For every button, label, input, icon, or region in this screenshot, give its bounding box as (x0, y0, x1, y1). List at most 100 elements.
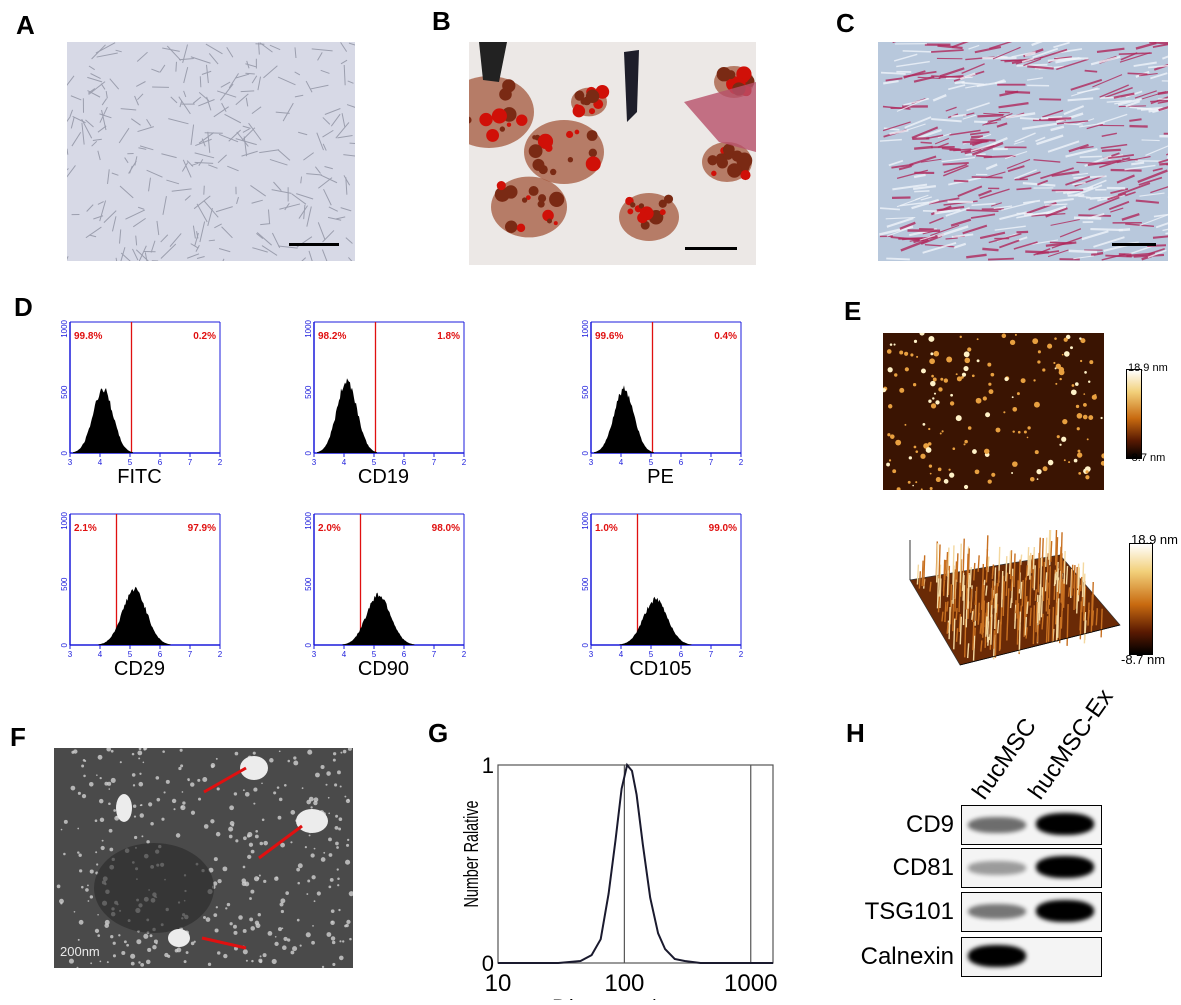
svg-text:500: 500 (304, 577, 313, 591)
panel-letter-c: C (836, 10, 855, 36)
scale-bar-b (685, 247, 737, 250)
wb-band-tsg101-lane2 (1036, 900, 1094, 922)
wb-band-cd81-lane2 (1036, 856, 1094, 878)
svg-text:0: 0 (304, 450, 313, 455)
afm-2d-dots (883, 333, 1104, 490)
wb-label-tsg101: TSG101 (846, 898, 954, 926)
flow-left-pct-cd105: 1.0% (595, 523, 618, 534)
panel-letter-d: D (14, 294, 33, 320)
flow-right-pct-fitc: 0.2% (193, 331, 216, 342)
wb-band-calnexin-lane1 (968, 945, 1026, 967)
size-distribution-chart: 10100100001Diameter/nmNumber Ralative (448, 740, 788, 1000)
wb-blot-calnexin (961, 937, 1102, 977)
flow-right-pct-cd90: 98.0% (432, 523, 460, 534)
chart-series-line-0 (498, 765, 773, 963)
panel-letter-b: B (432, 8, 451, 34)
chart-xlabel: Diameter/nm (552, 995, 689, 1000)
svg-text:1000: 1000 (581, 319, 590, 337)
flow-left-pct-pe: 99.6% (595, 331, 623, 342)
flow-right-pct-cd29: 97.9% (188, 523, 216, 534)
svg-text:1000: 1000 (60, 511, 69, 529)
chart-ytick-0: 0 (482, 951, 494, 976)
svg-text:1000: 1000 (304, 511, 313, 529)
afm-2d-image (883, 333, 1104, 490)
wb-label-cd9: CD9 (846, 811, 954, 839)
flow-label-fitc: FITC (52, 466, 227, 489)
wb-band-cd81-lane1 (968, 861, 1026, 875)
svg-text:0: 0 (581, 642, 590, 647)
panel-letter-f: F (10, 724, 26, 750)
svg-text:500: 500 (581, 577, 590, 591)
afm-top-colorbar (1126, 369, 1142, 459)
svg-text:500: 500 (304, 385, 313, 399)
flow-right-pct-cd105: 99.0% (709, 523, 737, 534)
flow-left-pct-fitc: 99.8% (74, 331, 102, 342)
scale-bar-c (1112, 243, 1156, 246)
wb-label-calnexin: Calnexin (836, 943, 954, 971)
scale-bar-a (289, 243, 339, 246)
flow-left-pct-cd19: 98.2% (318, 331, 346, 342)
chart-xtick-1000: 1000 (724, 970, 777, 997)
svg-text:0: 0 (304, 642, 313, 647)
oil-red-texture (469, 42, 756, 265)
flow-label-pe: PE (573, 466, 748, 489)
wb-band-cd9-lane2 (1036, 813, 1094, 835)
afm-top-scale-max: 18.9 nm (1128, 362, 1168, 374)
chart-xtick-100: 100 (604, 970, 644, 997)
svg-text:500: 500 (60, 577, 69, 591)
cell-texture-a (67, 42, 355, 261)
chart-ylabel: Number Ralative (460, 800, 483, 907)
wb-label-cd81: CD81 (846, 854, 954, 882)
fiber-texture-c (878, 42, 1168, 261)
wb-blot-cd9 (961, 805, 1102, 845)
micrograph-a (67, 42, 355, 261)
svg-text:1000: 1000 (60, 319, 69, 337)
flow-left-pct-cd90: 2.0% (318, 523, 341, 534)
chart-ytick-1: 1 (482, 753, 494, 778)
flow-label-cd90: CD90 (296, 658, 471, 681)
flow-right-pct-cd19: 1.8% (437, 331, 460, 342)
afm-3d-image (900, 530, 1130, 680)
svg-text:0: 0 (60, 450, 69, 455)
chart-frame (498, 765, 773, 963)
afm-bottom-scale-min: -8.7 nm (1121, 652, 1165, 667)
panel-letter-a: A (16, 12, 35, 38)
afm-top-scale-min: -8.7 nm (1128, 452, 1165, 464)
svg-text:1000: 1000 (581, 511, 590, 529)
wb-band-cd9-lane1 (968, 817, 1026, 833)
svg-text:1000: 1000 (304, 319, 313, 337)
afm-bottom-scale-max: 18.9 nm (1131, 532, 1178, 547)
panel-letter-h: H (846, 720, 865, 746)
tem-image: 200nm (54, 748, 353, 968)
afm-bottom-colorbar (1129, 543, 1153, 655)
tem-scale-text: 200nm (60, 944, 100, 959)
svg-text:500: 500 (581, 385, 590, 399)
panel-letter-e: E (844, 298, 861, 324)
wb-band-tsg101-lane1 (968, 904, 1026, 920)
svg-text:500: 500 (60, 385, 69, 399)
afm-3d-surface (900, 530, 1130, 680)
flow-left-pct-cd29: 2.1% (74, 523, 97, 534)
svg-text:0: 0 (581, 450, 590, 455)
flow-label-cd29: CD29 (52, 658, 227, 681)
flow-label-cd19: CD19 (296, 466, 471, 489)
wb-blot-tsg101 (961, 892, 1102, 932)
panel-letter-g: G (428, 720, 448, 746)
svg-text:0: 0 (60, 642, 69, 647)
wb-lane-hucmsc-ex: hucMSC-Ex (1023, 684, 1119, 805)
micrograph-b (469, 42, 756, 265)
flow-right-pct-pe: 0.4% (714, 331, 737, 342)
micrograph-c (878, 42, 1168, 261)
